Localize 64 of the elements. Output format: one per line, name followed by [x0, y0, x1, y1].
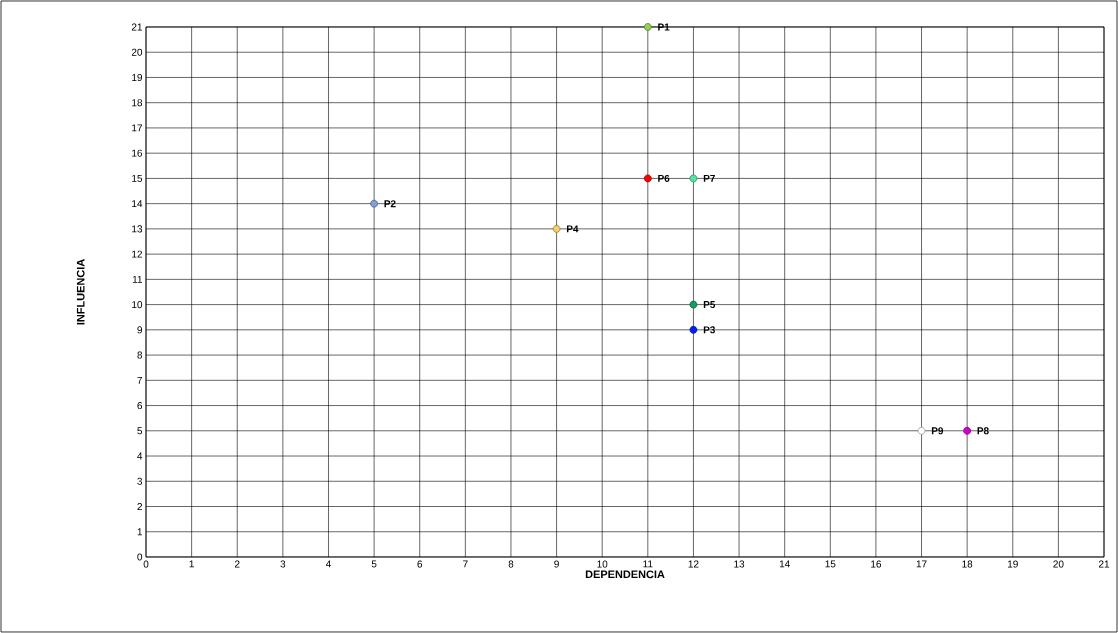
- point: [917, 426, 926, 435]
- y-tick-label: 8: [137, 351, 143, 359]
- y-tick-label: 1: [137, 528, 143, 536]
- x-tick-label: 18: [962, 560, 973, 568]
- y-axis-title: INFLUENCIA: [76, 259, 85, 325]
- x-tick-label: 11: [643, 560, 653, 568]
- x-tick-label: 7: [463, 560, 468, 568]
- x-tick-label: 10: [597, 560, 608, 568]
- x-tick-label: 4: [325, 560, 331, 568]
- point: [689, 300, 698, 309]
- x-tick-label: 14: [779, 560, 790, 568]
- point: [689, 174, 698, 183]
- x-tick-label: 6: [417, 560, 423, 568]
- x-tick-label: 9: [554, 560, 559, 568]
- x-tick-label: 2: [234, 560, 240, 568]
- x-tick-label: 15: [825, 560, 836, 568]
- y-tick-label: 9: [137, 326, 143, 334]
- point: [370, 199, 378, 208]
- y-tick-label: 11: [132, 275, 143, 283]
- y-tick-label: 4: [137, 452, 143, 460]
- y-tick-label: 14: [132, 200, 143, 208]
- x-tick-label: 20: [1053, 560, 1064, 568]
- y-tick-label: 20: [131, 48, 143, 56]
- y-tick-label: 12: [132, 250, 142, 258]
- x-tick-label: 5: [371, 560, 377, 568]
- point: [689, 325, 698, 334]
- y-tick-label: 2: [137, 503, 142, 510]
- x-tick-label: 16: [871, 560, 882, 568]
- x-axis-title: DEPENDENCIA: [585, 570, 665, 579]
- y-tick-label: 5: [137, 427, 143, 435]
- y-tick-label: 10: [132, 301, 143, 309]
- x-tick-label: 1: [189, 560, 194, 568]
- x-tick-label: 17: [916, 560, 927, 568]
- point: [643, 23, 652, 31]
- series-label: P3: [703, 326, 715, 334]
- y-tick-label: 3: [137, 477, 143, 485]
- series-label: P6: [658, 174, 670, 182]
- point: [643, 174, 652, 183]
- point: [552, 224, 561, 233]
- y-tick-label: 16: [132, 149, 143, 157]
- series-label: P5: [703, 301, 716, 309]
- series-label: P2: [384, 200, 396, 208]
- series-label: P1: [658, 23, 670, 31]
- series-label: P7: [703, 174, 715, 182]
- y-tick-label: 7: [137, 376, 142, 384]
- x-tick-label: 21: [1098, 560, 1110, 568]
- x-tick-label: 3: [280, 560, 286, 568]
- x-tick-label: 12: [688, 560, 699, 568]
- x-tick-label: 19: [1008, 560, 1018, 568]
- y-tick-label: 21: [131, 23, 143, 31]
- series-label: P9: [931, 427, 944, 435]
- y-tick-label: 15: [132, 174, 143, 182]
- y-tick-label: 6: [137, 402, 143, 410]
- x-tick-label: 0: [143, 560, 149, 568]
- series-label: P8: [977, 427, 989, 435]
- y-tick-label: 19: [132, 73, 143, 81]
- x-tick-label: 8: [508, 560, 514, 568]
- y-tick-label: 13: [132, 225, 143, 233]
- y-tick-label: 18: [132, 99, 143, 107]
- series-label: P4: [566, 225, 579, 233]
- y-tick-label: 17: [132, 124, 142, 132]
- point: [963, 426, 972, 435]
- y-tick-label: 0: [137, 553, 143, 561]
- x-tick-label: 13: [734, 560, 745, 568]
